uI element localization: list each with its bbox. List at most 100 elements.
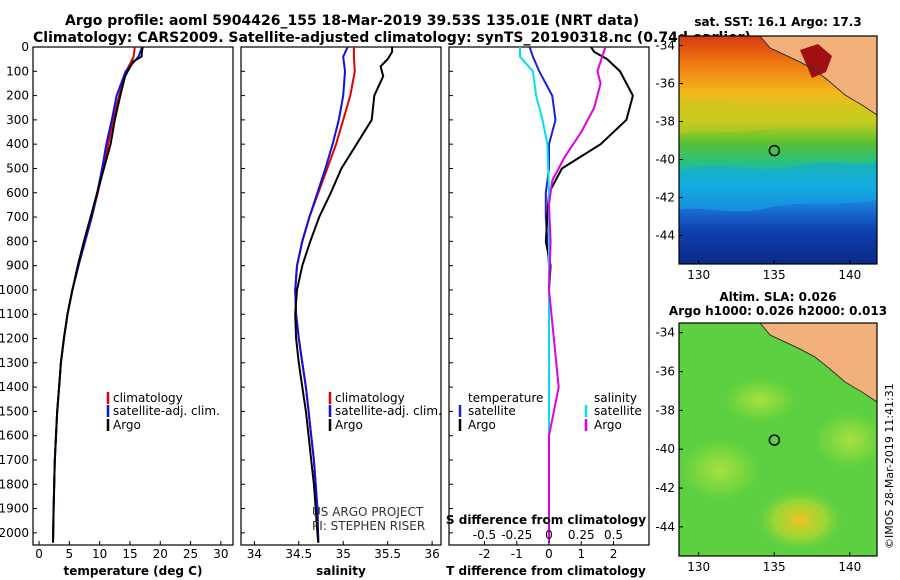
map-y-tick-label: -38	[655, 115, 675, 129]
temperature-panel-frame	[32, 46, 234, 546]
map-x-tick-label: 135	[763, 268, 786, 282]
argo-float-marker	[768, 434, 781, 446]
map-y-tick-label: -42	[655, 191, 675, 205]
sst-band-yellow	[679, 98, 877, 135]
x-tick-label: 36	[424, 547, 439, 561]
salinity-axis-label: salinity	[316, 564, 366, 578]
legend-item-argo: Argo	[113, 418, 141, 432]
series-line-s-argo	[547, 47, 607, 543]
x-tick-label: -2	[478, 547, 490, 561]
depth-tick-label: 1600	[0, 429, 29, 443]
x-tick-label: 10	[92, 547, 107, 561]
sst-band-cyan	[679, 160, 877, 212]
difference-series	[519, 47, 634, 543]
salinity-legend: climatology satellite-adj. clim. Argo US…	[312, 391, 442, 533]
series-line-s-satellite	[519, 47, 550, 543]
map-y-tick-label: -36	[655, 77, 675, 91]
series-line-argo	[52, 47, 144, 543]
map-y-tick-label: -34	[655, 326, 675, 340]
s-tick-label: -0.25	[501, 528, 532, 542]
x-tick-label: 35.5	[374, 547, 401, 561]
s-tick-label: 0.5	[604, 528, 623, 542]
sla-map-title: Altim. SLA: 0.026	[719, 290, 836, 304]
sla-coastline	[759, 323, 877, 403]
s-tick-label: 0.25	[568, 528, 595, 542]
x-tick-label: 35	[336, 547, 351, 561]
sla-anomaly-3	[725, 378, 795, 422]
s-difference-axis-label: S difference from climatology	[446, 513, 646, 527]
temperature-axis-label: temperature (deg C)	[64, 564, 203, 578]
depth-tick-label: 1700	[0, 453, 29, 467]
map-y-tick-label: -40	[655, 153, 675, 167]
x-tick-label: 5	[66, 547, 74, 561]
map-x-tick-label: 140	[838, 560, 861, 574]
sla-high-anomaly	[755, 488, 845, 552]
x-tick-label: 1	[577, 547, 585, 561]
x-tick-label: 34.5	[285, 547, 312, 561]
sst-map: sat. SST: 16.1 Argo: 17.3 130 135 140 -34 -3…	[655, 15, 878, 283]
legend-item-t-argo: Argo	[468, 418, 496, 432]
depth-tick-label: 1400	[0, 380, 29, 394]
s-tick-label: -0.5	[473, 528, 496, 542]
legend-head-salinity: salinity	[594, 391, 637, 405]
legend-item-satellite: satellite-adj. clim.	[335, 404, 442, 418]
imos-watermark: ©IMOS 28-Mar-2019 11:41:31	[883, 383, 896, 549]
salinity-series	[294, 47, 394, 543]
sst-coastline	[759, 36, 877, 116]
map-x-tick-label: 140	[838, 268, 861, 282]
sst-warm-gulf	[800, 44, 832, 78]
x-tick-label: 20	[153, 547, 168, 561]
legend-item-s-argo: Argo	[594, 418, 622, 432]
depth-tick-label: 800	[6, 234, 29, 248]
depth-tick-label: 200	[6, 89, 29, 103]
legend-item-t-satellite: satellite	[468, 404, 516, 418]
figure-title-line2: Climatology: CARS2009. Satellite-adjuste…	[33, 30, 751, 46]
map-x-tick-label: 130	[687, 268, 710, 282]
depth-tick-label: 0	[21, 40, 29, 54]
sla-map-subtitle: Argo h1000: 0.026 h2000: 0.013	[669, 304, 887, 318]
project-annotation-line2: PI: STEPHEN RISER	[312, 519, 425, 533]
x-tick-label: 2	[610, 547, 618, 561]
t-difference-axis-label: T difference from climatology	[446, 564, 646, 578]
map-y-tick-label: -34	[655, 39, 675, 53]
depth-tick-label: 700	[6, 210, 29, 224]
x-tick-label: 0	[545, 547, 553, 561]
depth-tick-label: 2000	[0, 526, 29, 540]
sst-map-title: sat. SST: 16.1 Argo: 17.3	[694, 15, 861, 29]
s-tick-label: 0	[545, 528, 553, 542]
x-tick-label: 15	[122, 547, 137, 561]
depth-tick-label: 100	[6, 64, 29, 78]
depth-tick-label: 1200	[0, 332, 29, 346]
sst-map-frame	[678, 35, 878, 265]
legend-item-climatology: climatology	[335, 391, 405, 405]
series-line-argo	[294, 47, 394, 543]
legend-item-satellite: satellite-adj. clim.	[113, 404, 220, 418]
depth-tick-label: 1900	[0, 502, 29, 516]
map-y-tick-label: -40	[655, 442, 675, 456]
depth-axis: 0 100 200 300 400 500 600 700 800 900 1000 1100 1200…	[0, 40, 453, 540]
argo-float-marker	[768, 144, 781, 157]
sla-land	[760, 323, 877, 402]
temperature-series	[52, 47, 144, 543]
salinity-panel-frame	[240, 46, 442, 546]
x-ticks: 0 5 10 15 20 25 30 34 34.5 35 35.5 36 -2 -1 0 1 2 -0.5 -0.…	[35, 528, 623, 561]
map-y-tick-label: -44	[655, 229, 675, 243]
sst-map-axes: 130 135 140 -34 -36 -38 -40 -42 -44	[655, 39, 861, 283]
x-tick-label: 30	[213, 547, 228, 561]
depth-tick-label: 1300	[0, 356, 29, 370]
series-line-satellite-adj-clim-	[294, 47, 349, 543]
sla-anomaly-2	[815, 412, 877, 468]
legend-item-climatology: climatology	[113, 391, 183, 405]
sla-map-frame	[678, 322, 878, 557]
x-tick-label: 34	[247, 547, 262, 561]
depth-tick-label: 1100	[0, 307, 29, 321]
depth-tick-label: 1500	[0, 404, 29, 418]
project-annotation-line1: US ARGO PROJECT	[312, 505, 424, 519]
map-x-tick-label: 130	[687, 560, 710, 574]
temperature-legend: climatology satellite-adj. clim. Argo	[106, 391, 220, 432]
legend-item-argo: Argo	[335, 418, 363, 432]
legend-head-temperature: temperature	[468, 391, 543, 405]
depth-tick-label: 300	[6, 113, 29, 127]
figure-title-line1: Argo profile: aoml 5904426_155 18-Mar-20…	[65, 13, 639, 29]
